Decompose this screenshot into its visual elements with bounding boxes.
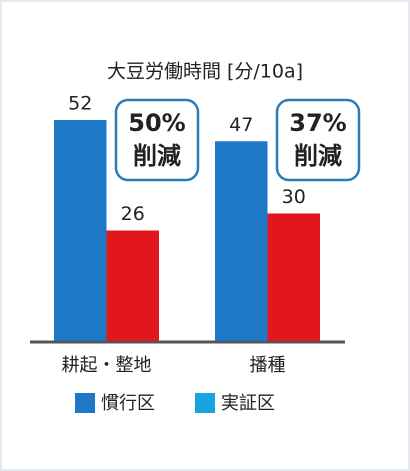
value-label: 47: [229, 114, 253, 136]
value-label: 26: [121, 203, 145, 225]
chart-title: 大豆労働時間 [分/10a]: [107, 61, 303, 83]
x-tick-label: 耕起・整地: [62, 355, 152, 376]
x-tick-label: 播種: [250, 355, 286, 376]
bar: [267, 213, 320, 341]
legend-label: 慣行区: [101, 393, 155, 414]
bar: [54, 120, 107, 341]
annotation-text: 削減: [133, 142, 181, 170]
bar: [106, 230, 159, 341]
legend-swatch: [195, 393, 215, 413]
bar: [215, 141, 268, 341]
annotation-box: [114, 98, 200, 182]
legend-swatch: [75, 393, 95, 413]
annotation-text: 37%: [289, 109, 346, 137]
legend-label: 実証区: [221, 393, 275, 414]
value-label: 52: [68, 93, 92, 115]
value-label: 30: [282, 186, 306, 208]
annotation-text: 50%: [128, 109, 185, 137]
annotation-box: [275, 98, 361, 182]
annotation-text: 削減: [294, 142, 342, 170]
